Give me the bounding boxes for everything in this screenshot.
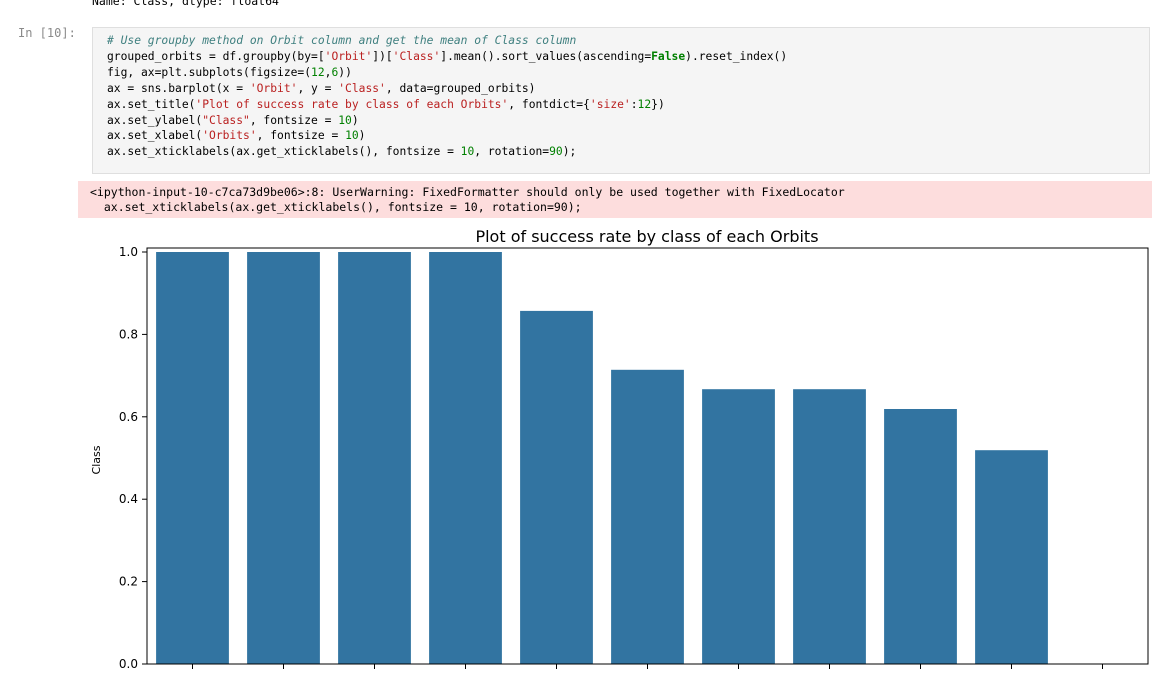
bar-2 [338, 252, 411, 664]
bar-3 [429, 252, 502, 664]
bar-0 [156, 252, 229, 664]
code-editor[interactable]: # Use groupby method on Orbit column and… [107, 33, 787, 160]
y-tick-label: 0.6 [119, 410, 138, 424]
bar-9 [975, 450, 1048, 664]
y-tick-label: 0.4 [119, 492, 138, 506]
warning-line-1: <ipython-input-10-c7ca73d9be06>:8: UserW… [90, 185, 845, 199]
code-line-6: ax.set_xlabel('Orbits', fontsize = 10) [107, 129, 366, 143]
cell-prompt: In [10]: [18, 26, 76, 40]
plot-frame [146, 247, 1149, 665]
y-tick-label: 1.0 [119, 245, 138, 259]
code-line-2: fig, ax=plt.subplots(figsize=(12,6)) [107, 65, 352, 79]
bar-5 [611, 369, 684, 664]
y-tick-label: 0.0 [119, 657, 138, 671]
code-line-7: ax.set_xticklabels(ax.get_xticklabels(),… [107, 145, 577, 159]
bar-4 [520, 310, 593, 664]
y-axis-label: Class [90, 445, 103, 474]
bar-7 [793, 389, 866, 664]
code-line-5: ax.set_ylabel("Class", fontsize = 10) [107, 113, 359, 127]
code-comment: # Use groupby method on Orbit column and… [107, 34, 577, 47]
warning-output: <ipython-input-10-c7ca73d9be06>:8: UserW… [78, 181, 1152, 218]
x-axis [192, 664, 1103, 669]
chart-title: Plot of success rate by class of each Or… [475, 227, 818, 246]
code-line-4: ax.set_title('Plot of success rate by cl… [107, 97, 665, 111]
code-cell[interactable]: # Use groupby method on Orbit column and… [92, 27, 1150, 174]
bar-chart: Plot of success rate by class of each Or… [90, 227, 1149, 671]
code-line-3: ax = sns.barplot(x = 'Orbit', y = 'Class… [107, 81, 536, 95]
bar-6 [702, 389, 775, 664]
y-axis: 0.0 0.2 0.4 0.6 0.8 1.0 [119, 245, 147, 671]
y-tick-label: 0.2 [119, 575, 138, 589]
bar-8 [884, 409, 957, 664]
warning-line-2: ax.set_xticklabels(ax.get_xticklabels(),… [90, 200, 582, 214]
bars-group [156, 252, 1048, 664]
code-line-1: grouped_orbits = df.groupby(by=['Orbit']… [107, 49, 788, 63]
y-tick-label: 0.8 [119, 327, 138, 341]
previous-cell-output: Name: Class, dtype: float64 [92, 0, 279, 8]
bar-1 [247, 252, 320, 664]
